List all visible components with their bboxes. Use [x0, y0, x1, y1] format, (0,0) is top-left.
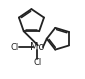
Text: Mo: Mo: [30, 42, 45, 52]
Text: Cl: Cl: [11, 43, 19, 52]
Text: Cl: Cl: [33, 58, 42, 67]
